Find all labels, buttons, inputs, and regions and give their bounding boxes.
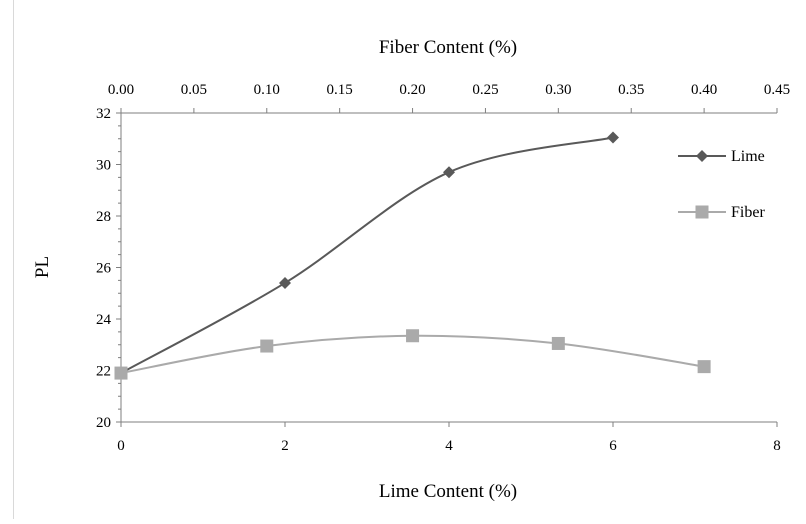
series-layer (114, 131, 711, 380)
fiber-data-point (114, 366, 128, 380)
y-tick-label: 22 (96, 364, 111, 380)
x2-tick-label: 0.30 (545, 82, 571, 98)
fiber-data-point (551, 336, 565, 350)
legend-lime-marker (696, 150, 708, 162)
legend: Lime Fiber (678, 148, 765, 221)
y-tick-label: 32 (96, 106, 111, 122)
x2-tick-label: 0.45 (764, 82, 790, 98)
x2-tick-label: 0.40 (691, 82, 717, 98)
lime-data-point (607, 131, 619, 144)
x2-tick-label: 0.10 (254, 82, 280, 98)
x-tick-label: 6 (609, 438, 617, 454)
y-tick-label: 26 (96, 261, 112, 277)
x2-tick-label: 0.25 (472, 82, 498, 98)
legend-fiber-marker (695, 205, 709, 219)
legend-fiber-label: Fiber (731, 204, 765, 221)
y-axis-title: PL (32, 256, 53, 278)
x-tick-label: 4 (445, 438, 453, 454)
lime-data-point (279, 276, 291, 289)
x2-tick-label: 0.05 (181, 82, 207, 98)
y-tick-label: 20 (96, 415, 111, 431)
x-tick-label: 2 (281, 438, 289, 454)
fiber-data-point (406, 329, 420, 343)
x2-tick-label: 0.00 (108, 82, 134, 98)
x2-tick-label: 0.35 (618, 82, 644, 98)
fiber-data-point (260, 339, 274, 353)
x-tick-label: 8 (773, 438, 781, 454)
fiber-data-point (697, 360, 711, 374)
y-tick-label: 24 (96, 312, 112, 328)
y-tick-label: 30 (96, 158, 111, 174)
x2-tick-label: 0.15 (327, 82, 353, 98)
y-tick-label: 28 (96, 209, 111, 225)
legend-lime-label: Lime (731, 148, 765, 165)
x2-axis-title: Fiber Content (%) (379, 37, 517, 58)
axes: 0 2 4 6 80.00 0.05 0.10 0.15 0.20 0.25 0.30 0.35 0.4… (96, 82, 790, 454)
x2-tick-label: 0.20 (399, 82, 425, 98)
x-axis-title: Lime Content (%) (379, 481, 517, 502)
x-tick-label: 0 (117, 438, 125, 454)
lime-data-point (443, 166, 455, 179)
lime-series-line (120, 136, 614, 374)
